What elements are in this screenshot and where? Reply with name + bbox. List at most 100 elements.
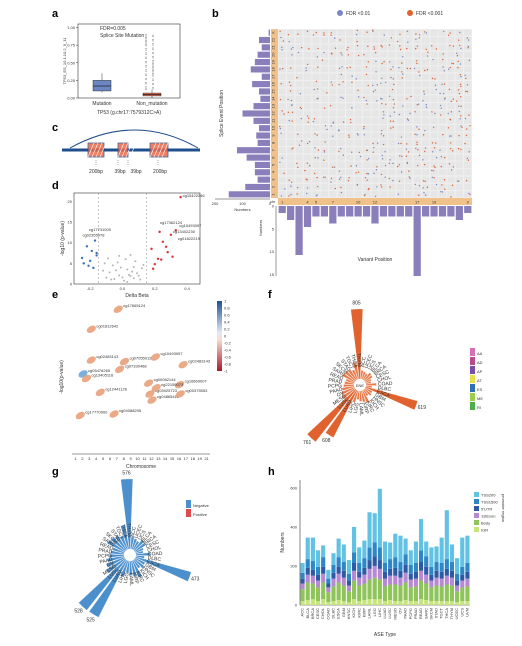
outlier-point [145, 49, 147, 51]
significance-dot [468, 114, 470, 116]
x-tick-label: UCEC [454, 608, 459, 619]
significance-dot [291, 120, 293, 122]
grid-cell [370, 102, 380, 110]
significance-dot [410, 95, 412, 98]
probe-label: cg03925723 [155, 388, 178, 393]
significance-dot [391, 88, 394, 91]
category-label: CHOL [147, 545, 162, 554]
grid-cell [345, 51, 354, 59]
significance-dot [409, 112, 411, 115]
outlier-point [145, 48, 147, 50]
grid-cell [345, 65, 354, 73]
exon-box [117, 142, 129, 158]
stacked-bar-segment [362, 540, 367, 559]
significance-dot [424, 150, 426, 153]
significance-dot [406, 30, 409, 32]
significance-dot [376, 142, 379, 144]
row-label: 10 [271, 125, 276, 130]
significance-dot [374, 89, 376, 91]
radial-bar-brca [134, 543, 146, 552]
bottom-bar [413, 206, 421, 276]
outlier-point [152, 67, 154, 69]
grid-cell [337, 131, 346, 140]
significance-dot [308, 48, 310, 50]
significance-dot [423, 93, 426, 95]
grid-cell [387, 73, 396, 81]
grid-cell [438, 43, 447, 51]
significance-dot [469, 193, 471, 196]
significance-dot [290, 185, 292, 187]
legend-label: RI [477, 405, 481, 410]
outlier-point [145, 43, 147, 45]
grid-cell [421, 95, 430, 103]
bottom-bar [464, 206, 472, 213]
significance-dot [288, 179, 290, 181]
stacked-bar-segment [455, 558, 460, 574]
grid-cell [463, 80, 472, 88]
grid-cell [370, 36, 380, 44]
left-bar [254, 58, 270, 66]
col-label: 12 [373, 200, 378, 205]
grid-cell [387, 109, 396, 118]
grid-cell [463, 131, 472, 140]
grid-cell [396, 190, 405, 198]
radial-bar-sarc [107, 539, 126, 553]
significance-dot [347, 54, 349, 56]
grid-cell [446, 161, 456, 169]
significance-dot [418, 194, 420, 196]
grid-cell [396, 117, 405, 125]
significance-dot [398, 180, 401, 182]
significance-dot [442, 92, 445, 95]
significance-dot [339, 147, 342, 150]
significance-dot [306, 30, 309, 32]
outlier-point [145, 65, 147, 67]
significance-dot [388, 162, 391, 164]
significance-dot [291, 148, 293, 150]
stacked-bar-segment [341, 562, 346, 571]
stacked-bar-segment [429, 587, 434, 602]
significance-dot [297, 166, 299, 168]
radial-bar-thym [120, 478, 133, 550]
stacked-bar-segment [367, 512, 372, 548]
grid-cell [421, 87, 430, 96]
grid-cell [463, 190, 472, 198]
radial-bar-gbm [134, 557, 146, 566]
stacked-bar-segment [393, 533, 398, 558]
significance-dot [323, 159, 325, 161]
left-bar [259, 125, 270, 132]
significance-dot [279, 161, 281, 163]
stacked-bar-segment [315, 580, 321, 588]
grid-cell [463, 154, 472, 162]
grid-cell [463, 146, 472, 154]
grid-cell [455, 168, 464, 176]
row-label: 7 [271, 148, 276, 151]
region-length-label: 39bp [130, 169, 141, 175]
grid-cell [337, 168, 346, 176]
significance-dot [464, 117, 467, 120]
grid-cell [328, 73, 337, 81]
stacked-bar-segment [341, 544, 346, 563]
grid-cell [278, 168, 287, 176]
point-not-significant [132, 277, 135, 280]
y-tick-label: 0 [295, 603, 298, 608]
x-tick-label: THYM [449, 608, 454, 619]
grid-cell [438, 131, 447, 140]
point-not-significant [102, 269, 105, 272]
stacked-bar-segment [346, 573, 352, 581]
point-hypomethylated [80, 256, 84, 260]
grid-cell [379, 51, 388, 59]
grid-cell [328, 87, 337, 96]
stacked-bar-segment [439, 563, 444, 572]
significance-dot [441, 83, 443, 86]
significance-dot [313, 88, 315, 91]
point-hypomethylated [92, 266, 95, 270]
grid-cell [387, 190, 396, 198]
stacked-bar-segment [346, 580, 352, 586]
x-tick-label: READ [418, 608, 423, 619]
grid-cell [413, 161, 422, 169]
grid-cell [345, 124, 354, 132]
grid-cell [320, 124, 329, 132]
probe-label: cg15422246 [183, 193, 206, 198]
association-ellipse [95, 388, 105, 397]
left-bar [259, 88, 270, 95]
